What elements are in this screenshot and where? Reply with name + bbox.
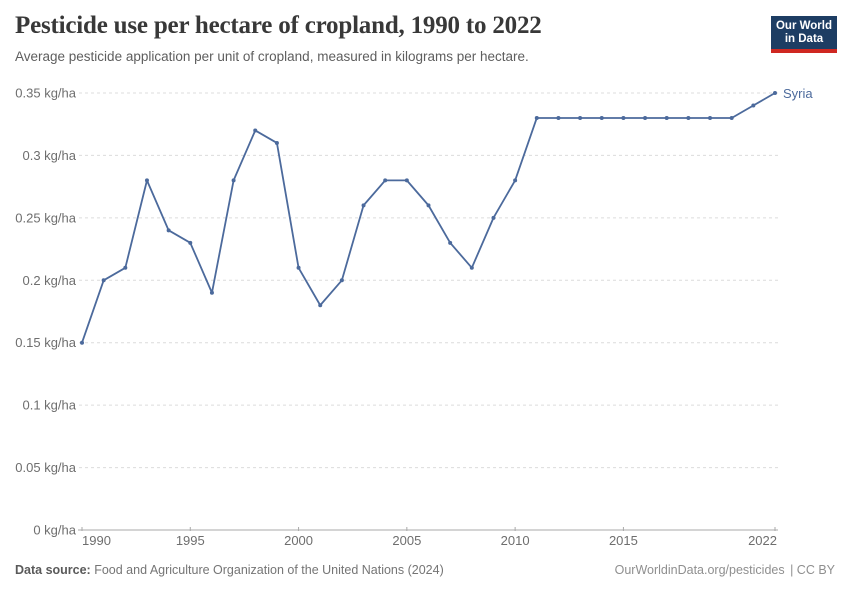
chart-footer: Data source: Food and Agriculture Organi… bbox=[15, 563, 835, 577]
y-axis-tick-label: 0.15 kg/ha bbox=[15, 335, 76, 350]
data-source-note: Data source: Food and Agriculture Organi… bbox=[15, 563, 444, 577]
data-point bbox=[426, 203, 431, 208]
credit-url[interactable]: OurWorldinData.org/pesticides bbox=[614, 563, 785, 577]
data-point bbox=[599, 115, 604, 120]
data-point bbox=[253, 128, 258, 133]
data-point bbox=[729, 115, 734, 120]
data-source-text: Food and Agriculture Organization of the… bbox=[94, 563, 444, 577]
data-point bbox=[339, 278, 344, 283]
data-point bbox=[534, 115, 539, 120]
owid-logo-line1: Our World bbox=[775, 20, 832, 32]
x-axis-tick-label: 1995 bbox=[176, 533, 205, 548]
x-axis-tick-label: 2022 bbox=[748, 533, 777, 548]
x-axis-tick-label: 1990 bbox=[82, 533, 111, 548]
y-axis-tick-label: 0.2 kg/ha bbox=[23, 273, 77, 288]
data-point bbox=[404, 178, 409, 183]
x-axis-tick-label: 2005 bbox=[392, 533, 421, 548]
data-point bbox=[101, 278, 106, 283]
entity-label-syria: Syria bbox=[783, 86, 813, 101]
y-axis-tick-label: 0.3 kg/ha bbox=[23, 148, 77, 163]
owid-logo: Our World in Data bbox=[771, 16, 837, 53]
data-point bbox=[361, 203, 366, 208]
license-badge: | CC BY bbox=[790, 563, 835, 577]
page-title: Pesticide use per hectare of cropland, 1… bbox=[15, 12, 542, 39]
data-point bbox=[664, 115, 669, 120]
data-point bbox=[469, 265, 474, 270]
data-point bbox=[621, 115, 626, 120]
x-axis-tick-label: 2000 bbox=[284, 533, 313, 548]
x-axis-tick-label: 2010 bbox=[501, 533, 530, 548]
y-axis-tick-label: 0.05 kg/ha bbox=[15, 460, 76, 475]
data-point bbox=[751, 103, 756, 108]
data-point bbox=[80, 340, 84, 345]
data-point bbox=[383, 178, 388, 183]
x-axis-tick-label: 2015 bbox=[609, 533, 638, 548]
data-point bbox=[556, 115, 561, 120]
credit-line: OurWorldinData.org/pesticides | CC BY bbox=[613, 563, 835, 577]
data-point bbox=[188, 240, 193, 245]
data-point bbox=[578, 115, 583, 120]
data-point bbox=[773, 91, 777, 95]
y-axis-tick-label: 0.1 kg/ha bbox=[23, 398, 77, 413]
chart-subtitle: Average pesticide application per unit o… bbox=[15, 49, 529, 64]
data-point bbox=[643, 115, 648, 120]
data-point bbox=[296, 265, 301, 270]
data-point bbox=[708, 115, 713, 120]
data-point bbox=[274, 140, 279, 145]
data-point bbox=[144, 178, 149, 183]
data-point bbox=[209, 290, 214, 295]
owid-logo-line2: in Data bbox=[784, 33, 824, 45]
data-point bbox=[123, 265, 128, 270]
y-axis-tick-label: 0 kg/ha bbox=[33, 523, 76, 538]
data-point bbox=[448, 240, 453, 245]
data-point bbox=[318, 303, 323, 308]
data-point bbox=[491, 215, 496, 220]
y-axis-tick-label: 0.25 kg/ha bbox=[15, 210, 76, 225]
data-source-label: Data source: bbox=[15, 563, 91, 577]
y-axis-tick-label: 0.35 kg/ha bbox=[15, 86, 76, 101]
data-point bbox=[686, 115, 691, 120]
data-point bbox=[231, 178, 236, 183]
data-point bbox=[166, 228, 171, 233]
data-point bbox=[513, 178, 518, 183]
